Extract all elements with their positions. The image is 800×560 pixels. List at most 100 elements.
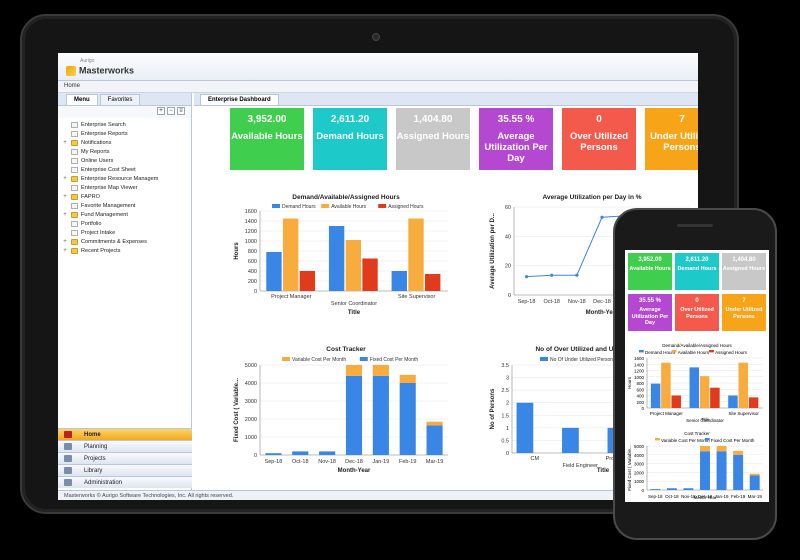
y-tick-label: 0 xyxy=(254,453,257,459)
kpi-tile[interactable]: 35.55 % Average Utilization Per Day xyxy=(479,108,553,170)
tab-menu[interactable]: Menu xyxy=(66,94,98,105)
y-axis-label: Fixed Cost ( Variable... xyxy=(627,445,632,490)
phone-kpi-tile[interactable]: 2,611.20 Demand Hours xyxy=(675,253,719,290)
module-home[interactable]: Home xyxy=(58,428,192,440)
x-tick-label: Mar-19 xyxy=(426,459,443,465)
bar xyxy=(391,271,407,291)
y-tick-label: 1200 xyxy=(245,229,257,235)
tree-item[interactable]: + Recent Projects xyxy=(62,246,187,255)
expand-icon[interactable]: + xyxy=(63,247,67,254)
footer: Masterworks © Aurigo Software Technologi… xyxy=(58,490,698,500)
module-projects[interactable]: Projects xyxy=(58,452,192,464)
tree-item-label: Online Users xyxy=(81,157,114,164)
x-axis-label: Month-Year xyxy=(338,468,371,474)
y-tick-label: 0 xyxy=(254,289,257,295)
bar xyxy=(738,362,748,408)
module-label: Administration xyxy=(84,479,123,486)
tree-item[interactable]: Enterprise Cost Sheet xyxy=(62,165,187,174)
module-planning[interactable]: Planning xyxy=(58,440,192,452)
y-tick-label: 3000 xyxy=(634,462,645,467)
bar xyxy=(292,451,309,455)
y-tick-label: 1200 xyxy=(634,369,645,374)
chart-cost-tracker: Cost Tracker Variable Cost Per Month Fixed… xyxy=(234,346,448,474)
kpi-value: 2,611.20 xyxy=(685,257,709,263)
legend-swatch xyxy=(655,438,660,441)
module-administration[interactable]: Administration xyxy=(58,476,192,488)
bar xyxy=(733,450,744,455)
tree-item[interactable]: Portfolio xyxy=(62,219,187,228)
kpi-value: 7 xyxy=(742,298,746,304)
tree-item[interactable]: + Notifications xyxy=(62,138,187,147)
tree-item[interactable]: + FAPRO xyxy=(62,192,187,201)
tree-item[interactable]: + Commitments & Expenses xyxy=(62,237,187,246)
bar xyxy=(650,383,661,408)
expand-all-button[interactable]: + xyxy=(157,107,165,115)
x-axis-label: Month-Year xyxy=(693,495,717,500)
tree-item[interactable]: Project Intake xyxy=(62,228,187,237)
bar xyxy=(716,446,727,452)
bar xyxy=(299,271,316,291)
administration-icon xyxy=(64,479,72,486)
tree-item-label: Fund Management xyxy=(81,211,128,218)
tab-enterprise-dashboard[interactable]: Enterprise Dashboard xyxy=(200,94,279,105)
tree-item[interactable]: + Fund Management xyxy=(62,210,187,219)
chart-title: Demand/Available/Assigned Hours xyxy=(292,194,400,201)
collapse-all-button[interactable]: − xyxy=(167,107,175,115)
legend-label: Demand Hours xyxy=(645,350,676,355)
kpi-tile[interactable]: 3,952.00 Available Hours xyxy=(230,108,304,170)
tree-item[interactable]: Enterprise Reports xyxy=(62,129,187,138)
kpi-label: Over Utilized Persons xyxy=(569,131,629,153)
tree-options-button[interactable]: ≡ xyxy=(177,107,185,115)
breadcrumb-home[interactable]: Home xyxy=(64,83,81,89)
y-tick-label: 400 xyxy=(248,269,257,275)
x-tick-label: Feb-19 xyxy=(399,459,416,465)
tree-item-label: Notifications xyxy=(81,139,112,146)
expand-icon[interactable]: + xyxy=(63,193,67,200)
expand-icon[interactable]: + xyxy=(63,139,67,146)
kpi-tile[interactable]: 0 Over Utilized Persons xyxy=(562,108,636,170)
page-icon xyxy=(71,121,78,128)
bar xyxy=(372,365,389,376)
tree-item[interactable]: Online Users xyxy=(62,156,187,165)
expand-icon[interactable]: + xyxy=(63,175,67,182)
folder-icon xyxy=(71,193,78,200)
tree-item[interactable]: Enterprise Map Viewer xyxy=(62,183,187,192)
tree-item[interactable]: Favorite Management xyxy=(62,201,187,210)
kpi-tile[interactable]: 7 Under Utilized Persons xyxy=(645,108,698,170)
tree-item[interactable]: + Enterprise Resource Managem xyxy=(62,174,187,183)
page-icon xyxy=(71,220,78,227)
tab-favorites[interactable]: Favorites xyxy=(99,94,141,105)
x-tick-label: Nov-18 xyxy=(318,459,336,465)
bar xyxy=(266,252,282,291)
bar xyxy=(699,376,710,408)
kpi-tile[interactable]: 2,611.20 Demand Hours xyxy=(313,108,387,170)
kpi-value: 1,404.80 xyxy=(413,114,453,125)
y-tick-label: 4000 xyxy=(245,381,257,387)
camera-icon xyxy=(372,33,380,41)
legend-label: No Of Under Utilized Persons xyxy=(550,357,616,363)
content-tabs: Enterprise Dashboard xyxy=(194,93,698,106)
bar xyxy=(733,454,744,490)
phone-kpi-tile[interactable]: 7 Under Utilized Persons xyxy=(722,294,766,331)
tree-item[interactable]: My Reports xyxy=(62,147,187,156)
kpi-label: Average Utilization Per Day xyxy=(484,131,548,164)
kpi-tile[interactable]: 1,404.80 Assigned Hours xyxy=(396,108,470,170)
y-tick-label: 600 xyxy=(248,259,257,265)
phone-kpi-tile[interactable]: 35.55 % Average Utilization Per Day xyxy=(628,294,672,331)
expand-icon[interactable]: + xyxy=(63,211,67,218)
phone-kpi-tile[interactable]: 3,952.00 Available Hours xyxy=(628,253,672,290)
phone-kpi-tile[interactable]: 1,404.80 Assigned Hours xyxy=(722,253,766,290)
tree-item[interactable]: Enterprise Search xyxy=(62,120,187,129)
tree-item-label: Project Intake xyxy=(81,229,116,236)
y-tick-label: 3 xyxy=(506,376,509,382)
bar xyxy=(345,375,363,455)
data-point xyxy=(600,215,604,219)
brand-name: Masterworks xyxy=(79,65,135,76)
module-library[interactable]: Library xyxy=(58,464,192,476)
expand-icon[interactable]: + xyxy=(63,238,67,245)
legend-swatch xyxy=(282,357,290,361)
y-tick-label: 1400 xyxy=(634,362,645,367)
phone-kpi-tile[interactable]: 0 Over Utilized Persons xyxy=(675,294,719,331)
